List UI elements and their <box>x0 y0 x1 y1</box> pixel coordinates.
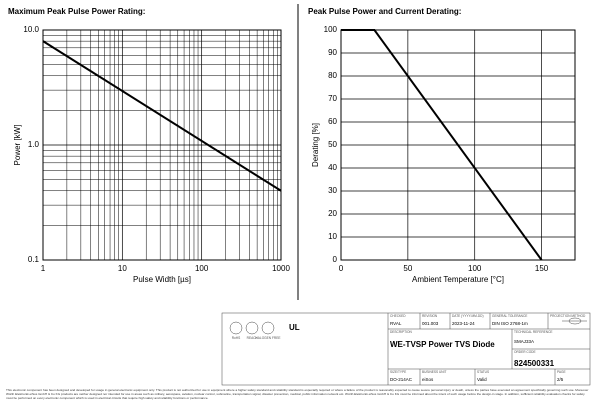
field-value: eiSos <box>422 377 434 382</box>
x-tick-label: 150 <box>535 264 549 273</box>
x-tick-label: 100 <box>468 264 482 273</box>
field-value: 001.003 <box>422 321 439 326</box>
badge-label: RoHS <box>232 336 241 340</box>
y-tick-label: 20 <box>328 209 337 218</box>
field-label: REVISION <box>422 314 438 318</box>
data-line <box>42 40 282 192</box>
y-tick-label: 70 <box>328 94 337 103</box>
y-tick-label: 0.1 <box>28 255 40 264</box>
field-label: DATE (YYYY-MM-DD) <box>452 314 484 318</box>
x-tick-label: 100 <box>195 264 209 273</box>
y-tick-label: 60 <box>328 117 337 126</box>
title-block <box>221 312 591 386</box>
field-label: STATUS <box>477 370 489 374</box>
badge-label: HALOGEN FREE <box>256 336 281 340</box>
datasheet: UL Maximum Peak Pulse Power Rating: 1 10 10… <box>8 4 591 386</box>
x-axis-label: Pulse Width [µs] <box>133 275 191 284</box>
y-tick-label: 1.0 <box>28 140 40 149</box>
order-label: ORDER CODE <box>514 350 536 354</box>
field-value: 2023-11-24 <box>452 321 475 326</box>
y-tick-label: 100 <box>324 25 338 34</box>
chart-title: Peak Pulse Power and Current Derating: <box>308 7 461 16</box>
field-value: DIN ISO 2768-1m <box>492 321 528 326</box>
order-code: 824500331 <box>514 359 555 368</box>
field-value: RVAL <box>390 321 402 326</box>
y-tick-label: 90 <box>328 48 337 57</box>
badge-label: REACh <box>247 336 258 340</box>
y-tick-label: 40 <box>328 163 337 172</box>
field-value: 2/5 <box>557 377 564 382</box>
y-axis-label: Derating [%] <box>311 123 320 167</box>
x-tick-label: 1000 <box>272 264 290 273</box>
field-label: PROJECTION METHOD <box>550 314 586 318</box>
disclaimer: This electronic component has been desig… <box>6 388 589 400</box>
data-line <box>341 29 543 261</box>
y-tick-label: 30 <box>328 186 337 195</box>
plot-frame <box>340 29 576 261</box>
field-label: PAGE <box>557 370 566 374</box>
field-label: GENERAL TOLERANCE <box>492 314 527 318</box>
field-label: BUSINESS UNIT <box>422 370 446 374</box>
y-axis-label: Power [kW] <box>13 125 22 166</box>
field-value: DO-214AC <box>390 377 413 382</box>
description-label: DESCRIPTION <box>390 330 412 334</box>
field-value: Valid <box>477 377 487 382</box>
field-label: CHECKED <box>390 314 406 318</box>
y-tick-label: 10 <box>328 232 337 241</box>
x-tick-label: 0 <box>339 264 344 273</box>
y-tick-label: 80 <box>328 71 337 80</box>
y-tick-label: 50 <box>328 140 337 149</box>
plot-frame <box>42 29 282 261</box>
x-tick-label: 1 <box>41 264 46 273</box>
reference-label: TECHNICAL REFERENCE <box>514 330 553 334</box>
x-tick-label: 50 <box>403 264 412 273</box>
y-tick-label: 10.0 <box>23 25 39 34</box>
x-tick-label: 10 <box>118 264 127 273</box>
x-axis-label: Ambient Temperature [°C] <box>412 275 504 284</box>
chart-title: Maximum Peak Pulse Power Rating: <box>8 7 145 16</box>
y-tick-label: 0 <box>333 255 338 264</box>
reference: SMAJ33A <box>514 339 534 344</box>
ul-mark: UL <box>289 323 300 332</box>
field-label: SIZE/TYPE <box>390 370 406 374</box>
description: WE-TVSP Power TVS Diode <box>390 340 495 349</box>
